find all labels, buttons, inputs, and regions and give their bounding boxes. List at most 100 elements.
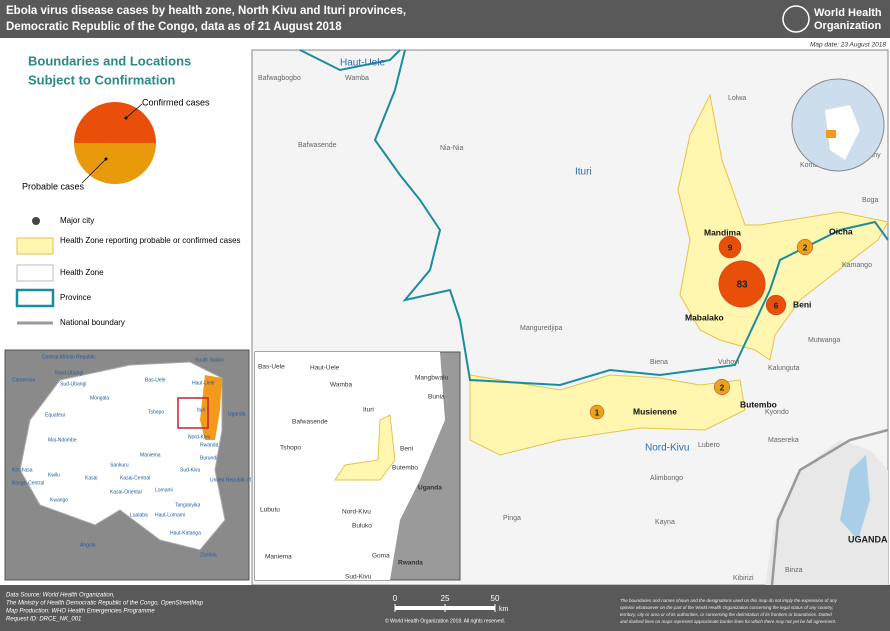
who-emblem (782, 5, 810, 33)
leader-dot (104, 157, 108, 161)
legend-province (15, 288, 55, 308)
scale-unit: km (499, 606, 509, 613)
health-zone-reporting (469, 374, 746, 456)
place-label: Kalunguta (768, 365, 800, 372)
leader (81, 158, 107, 184)
legend-item: Province (60, 293, 92, 302)
drc-outline (19, 361, 226, 551)
health-zone-label: Oicha (829, 226, 853, 236)
inset-label: Bafwasende (292, 419, 328, 426)
scale-label: 25 (441, 594, 450, 603)
organization: Organization (814, 20, 882, 32)
inset-label: Nord-Kivu (342, 509, 371, 516)
inset-label: Uganda (418, 485, 442, 492)
place-label: Kyondo (765, 409, 789, 416)
place-label: Lubero (698, 442, 720, 449)
legend-item: Major city (60, 216, 94, 225)
legend-title: Subject to Confirmation (28, 72, 175, 87)
inset-label: Goma (372, 553, 390, 560)
country-inset-label: Uganda (228, 411, 246, 417)
pie-probable (74, 143, 156, 184)
case-pie (589, 404, 605, 420)
case-count: 83 (736, 280, 748, 291)
country-inset-label: Mongala (90, 395, 109, 401)
country-inset-label: Sud-Kivu (180, 467, 201, 473)
pie-confirmed (74, 102, 156, 143)
inset-label: Maniema (265, 554, 292, 561)
country-inset-label: Angola (80, 542, 96, 548)
health-zone-label: Mabalako (685, 312, 724, 322)
country-inset-label: Kinshasa (12, 467, 33, 473)
legend-title: Boundaries and Locations (28, 53, 191, 68)
country-inset-label: Haut-Uele (192, 380, 215, 386)
country-inset-label: Tshopo (148, 409, 164, 415)
disclaimer-line: The boundaries and names shown and the d… (620, 598, 838, 603)
country-inset-label: Bas-Uele (145, 377, 166, 383)
organization: World Health (814, 7, 882, 19)
source-line: Data Source: World Health Organization, (6, 593, 115, 599)
country-inset-label: Mai-Ndombe (48, 437, 77, 443)
country-inset-label: Sankuru (110, 462, 129, 468)
inset-label: Rwanda (398, 560, 423, 567)
header-band (0, 0, 890, 38)
title: Democratic Republic of the Congo, data a… (6, 21, 342, 33)
affected-provinces (200, 375, 222, 440)
inset-label: Lubutu (260, 507, 280, 514)
country-label: UGANDA (848, 534, 888, 544)
extent-box (177, 397, 209, 429)
country-inset-label: South Sudan (195, 357, 224, 363)
country-inset-label: United Republic of Tanzania (210, 477, 272, 483)
place-label: Wamba (345, 75, 369, 82)
place-label: Masereka (768, 437, 799, 444)
legend-confirmed: Confirmed cases (142, 97, 210, 107)
place-label: Bafwasende (298, 142, 337, 149)
country-inset-label: Zambia (200, 552, 217, 558)
place-label: Vuhovi (718, 359, 740, 366)
country-inset-label: Central African Republic (42, 354, 96, 360)
country-inset-label: Haut-Katanga (170, 530, 201, 536)
inset-label: Mangbwalu (415, 375, 449, 382)
place-label: Biena (650, 359, 668, 366)
place-label: Alimbongo (650, 475, 683, 482)
country-inset-label: Kongo-Central (12, 480, 44, 486)
country-inset-label: Rwanda (200, 442, 219, 448)
province-boundary (299, 49, 889, 387)
inset-label: Bas-Uele (258, 364, 285, 371)
disclaimer-line: and dashed lines on maps represent appro… (620, 619, 836, 624)
legend-city-symbol (32, 217, 40, 225)
place-label: Kayna (655, 519, 675, 526)
country-inset-label: Burundi (200, 455, 217, 461)
inset-label: Tshopo (280, 445, 301, 452)
case-pie (718, 235, 742, 259)
case-pie (796, 238, 814, 256)
country-inset-label: Cameroon (12, 377, 36, 383)
place-label: Bafwagbogbo (258, 75, 301, 82)
case-count: 1 (595, 407, 600, 417)
copyright: © World Health Organization 2018. All ri… (385, 617, 505, 624)
case-pie (713, 378, 731, 396)
place-label: Kamango (842, 262, 872, 269)
leader-dot (124, 116, 128, 120)
disclaimer-line: opinion whatsoever on the part of the Wo… (620, 605, 833, 610)
place-label: Lolwa (728, 95, 746, 102)
inset-label: Sud-Kivu (345, 574, 372, 581)
place-label: Manguredjipa (520, 325, 563, 332)
country-inset-label: Kasai-Central (120, 475, 150, 481)
inset-label: Haut-Uele (310, 365, 340, 372)
national-boundary (770, 428, 889, 586)
health-zone-label: Musienene (633, 406, 677, 416)
title: Ebola virus disease cases by health zone… (6, 5, 406, 17)
source-line: Map Production: WHO Health Emergencies P… (6, 609, 155, 615)
scale-label: 0 (393, 594, 398, 603)
country-inset-label: Tanganyika (175, 502, 201, 508)
country-inset-label: Nord-Kivu (188, 434, 210, 440)
leader (125, 103, 143, 119)
country-inset-label: Sud-Ubangi (60, 381, 86, 387)
country-labels: Central African Republic South Sudan Camer… (12, 354, 272, 558)
case-count: 2 (803, 242, 808, 252)
country-inset-label: Ituri (197, 407, 205, 413)
inset-labels: Bas-Uele Haut-Uele Wamba Mangbwalu Bunia Itur… (258, 364, 449, 581)
province-label: Nord-Kivu (645, 443, 689, 454)
legend-item: National boundary (60, 318, 125, 327)
